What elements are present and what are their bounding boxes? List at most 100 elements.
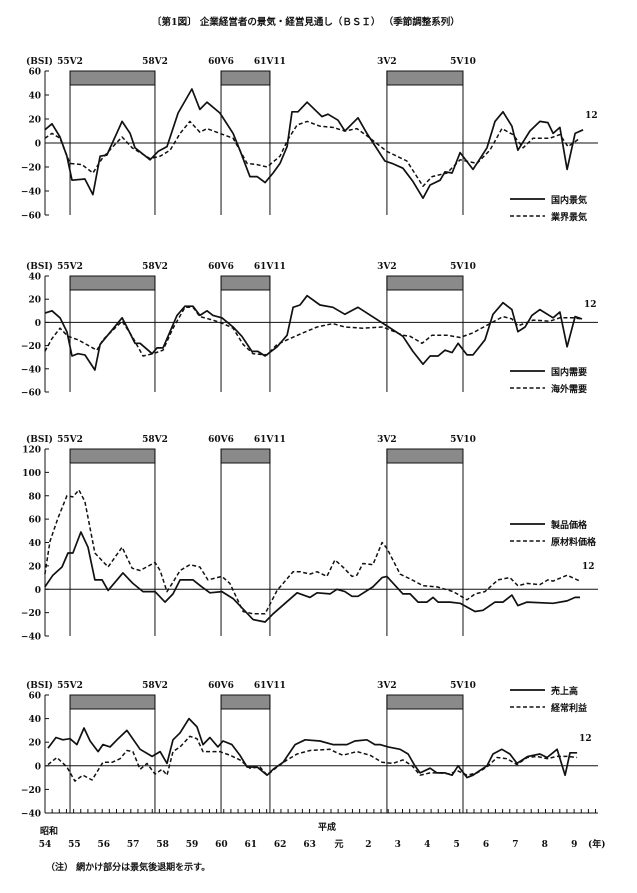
recession-shading xyxy=(220,448,271,464)
x-tick-label: 58 xyxy=(156,840,169,850)
x-tick-label: 57 xyxy=(127,840,140,850)
recession-end-label: 61V11 xyxy=(254,435,286,445)
series-line-solid xyxy=(47,717,578,779)
y-tick-label: 40 xyxy=(28,715,41,725)
recession-end-label: 58V2 xyxy=(142,262,168,272)
recession-shading xyxy=(220,70,271,86)
recession-start-label: 3V2 xyxy=(377,681,397,691)
x-tick-label: 61 xyxy=(245,840,258,850)
x-axis-labels: 昭和 平成 (年) 54 55 56 57 58 59 60 61 62 63 元 2 3 4 5 6 7 8 9 xyxy=(39,821,606,850)
figure-title: 〔第1図〕 企業経営者の景気・経営見通し（ＢＳＩ） （季節調整系列） xyxy=(152,16,460,28)
x-tick-label: 4 xyxy=(424,840,430,850)
chart-panel-4: (BSI)60 40 20 0 −20 −40 55V2 58V2 60V6 61V11 3V2 5V… xyxy=(21,680,598,820)
series-line-solid xyxy=(44,531,580,623)
recession-period: 3V2 5V10 xyxy=(377,435,476,636)
recession-end-label: 58V2 xyxy=(142,57,168,67)
x-tick-label: 5 xyxy=(453,840,459,850)
chart-panel-1: (BSI)60 40 20 0 −20 −40 −60 55V2 58V2 60V6 61V11 3V… xyxy=(21,56,598,223)
recession-start-label: 60V6 xyxy=(208,681,234,691)
recession-end-label: 61V11 xyxy=(254,57,286,67)
recession-end-label: 5V10 xyxy=(450,262,476,272)
x-tick-label: 55 xyxy=(68,840,81,850)
y-tick-label: −40 xyxy=(21,810,41,820)
recession-period: 3V2 5V10 xyxy=(377,262,476,392)
x-tick-label: 元 xyxy=(334,839,343,850)
recession-start-label: 55V2 xyxy=(57,435,83,445)
recession-shading xyxy=(386,448,464,464)
end-month-label: 12 xyxy=(582,562,595,572)
series-line-dashed xyxy=(44,489,581,615)
x-tick-label: 56 xyxy=(98,840,111,850)
recession-start-label: 55V2 xyxy=(57,681,83,691)
legend-label: 業界景気 xyxy=(550,211,587,223)
x-tick-label: 63 xyxy=(303,840,316,850)
series-line-dashed xyxy=(47,735,578,782)
recession-period: 60V6 61V11 xyxy=(208,57,286,215)
recession-period: 3V2 5V10 xyxy=(377,57,476,215)
legend-label: 海外需要 xyxy=(551,383,587,395)
recession-end-label: 61V11 xyxy=(254,681,286,691)
recession-shading xyxy=(69,694,156,710)
y-tick-label: −20 xyxy=(21,342,41,352)
y-tick-label: −40 xyxy=(21,365,41,375)
recession-period: 55V2 58V2 xyxy=(57,262,168,392)
recession-start-label: 55V2 xyxy=(57,262,83,272)
recession-period: 60V6 61V11 xyxy=(208,435,286,636)
y-tick-label: 60 xyxy=(28,68,41,78)
x-tick-label: 54 xyxy=(39,840,52,850)
y-tick-label: 40 xyxy=(28,273,41,283)
end-month-label: 12 xyxy=(584,300,597,310)
recession-shading xyxy=(386,275,464,291)
recession-shading xyxy=(220,275,271,291)
legend-label: 国内景気 xyxy=(551,194,587,206)
end-month-label: 12 xyxy=(579,734,592,744)
recession-end-label: 58V2 xyxy=(142,435,168,445)
recession-start-label: 60V6 xyxy=(208,57,234,67)
x-tick-label: 8 xyxy=(542,840,548,850)
y-axis-unit: (BSI) xyxy=(26,56,53,67)
recession-period: 55V2 58V2 xyxy=(57,57,168,215)
x-tick-label: 3 xyxy=(395,840,401,850)
recession-shading xyxy=(386,694,464,710)
recession-start-label: 3V2 xyxy=(377,435,397,445)
recession-start-label: 3V2 xyxy=(377,57,397,67)
y-tick-label: 100 xyxy=(22,469,41,479)
chart-panel-2: (BSI)40 20 0 −20 −40 −60 55V2 58V2 60V6 61V11 3V2 5… xyxy=(21,261,598,399)
x-axis-unit: (年) xyxy=(588,838,606,850)
x-tick-label: 2 xyxy=(365,840,371,850)
y-tick-label: −40 xyxy=(21,633,41,643)
y-tick-label: 60 xyxy=(28,692,41,702)
y-tick-label: −20 xyxy=(21,164,41,174)
recession-start-label: 60V6 xyxy=(208,262,234,272)
y-tick-label: 0 xyxy=(35,586,41,596)
y-tick-label: −20 xyxy=(21,786,41,796)
y-tick-label: 0 xyxy=(35,140,41,150)
series-line-solid xyxy=(44,294,583,371)
recession-start-label: 60V6 xyxy=(208,435,234,445)
recession-shading xyxy=(386,70,464,86)
y-axis-unit: (BSI) xyxy=(26,434,53,445)
x-tick-label: 59 xyxy=(186,840,199,850)
footnote: （注） 網かけ部分は景気後退期を示す。 xyxy=(46,861,210,873)
legend-label: 製品価格 xyxy=(550,519,588,531)
y-tick-label: −40 xyxy=(21,188,41,198)
y-tick-label: 40 xyxy=(28,539,41,549)
recession-period: 60V6 61V11 xyxy=(208,262,286,392)
y-axis-unit: (BSI) xyxy=(26,261,53,272)
recession-start-label: 55V2 xyxy=(57,57,83,67)
recession-period: 55V2 58V2 xyxy=(57,435,168,636)
y-tick-label: 40 xyxy=(28,92,41,102)
series-line-solid xyxy=(44,88,584,200)
chart-panel-3: (BSI)120 100 80 60 40 20 0 −20 −40 55V2 58V2 60V6 61… xyxy=(21,434,598,643)
x-tick-label: 62 xyxy=(274,840,287,850)
era-label-heisei: 平成 xyxy=(318,821,336,833)
x-tick-label: 6 xyxy=(483,840,489,850)
recession-shading xyxy=(69,275,156,291)
end-month-label: 12 xyxy=(585,111,598,121)
y-tick-label: 20 xyxy=(28,296,41,306)
series-line-dashed xyxy=(44,306,583,357)
y-tick-label: 20 xyxy=(28,562,41,572)
recession-end-label: 5V10 xyxy=(450,57,476,67)
legend-label: 国内需要 xyxy=(551,366,587,378)
